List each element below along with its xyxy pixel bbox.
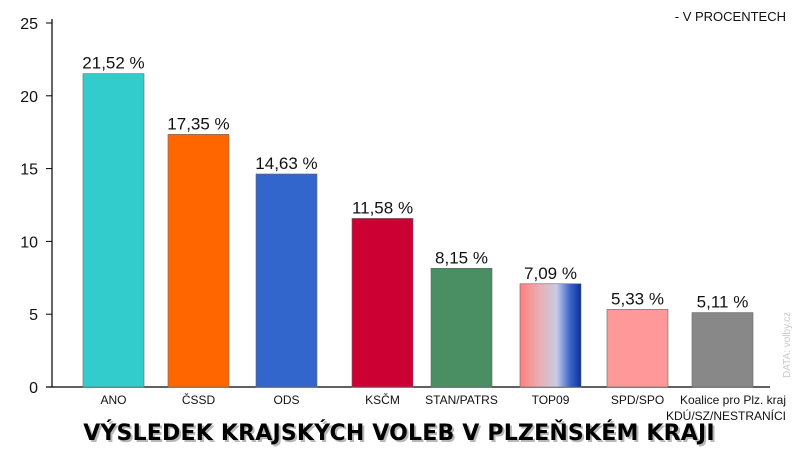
bar-spd-spo bbox=[606, 309, 669, 388]
value-label: 5,33 % bbox=[611, 289, 664, 308]
y-tick-label: 0 bbox=[29, 380, 38, 397]
category-label: STAN/PATRS bbox=[425, 393, 498, 407]
y-tick-label: 10 bbox=[20, 234, 38, 251]
unit-note: - V PROCENTECH bbox=[674, 9, 786, 24]
value-label: 21,52 % bbox=[82, 54, 144, 73]
source-note: DATA: volby.cz bbox=[782, 311, 793, 378]
value-label: 8,15 % bbox=[435, 248, 488, 267]
value-label: 17,35 % bbox=[167, 114, 229, 133]
y-tick-label: 20 bbox=[20, 89, 38, 106]
value-label: 11,58 % bbox=[352, 198, 413, 217]
bar-ano bbox=[82, 73, 145, 388]
value-label: 14,63 % bbox=[255, 154, 317, 173]
chart-title: VÝSLEDEK KRAJSKÝCH VOLEB V PLZEŇSKÉM KRA… bbox=[83, 421, 715, 446]
category-label: SPD/SPO bbox=[611, 393, 664, 407]
bar--ssd bbox=[167, 134, 230, 388]
bar-ks-m bbox=[351, 218, 414, 388]
category-label: Koalice pro Plz. kraj bbox=[680, 393, 786, 407]
bar-ods bbox=[255, 173, 318, 388]
bar-stan-patrs bbox=[430, 268, 493, 388]
category-label: ČSSD bbox=[182, 392, 216, 407]
category-label: KDÚ/SZ/NESTRANÍCI bbox=[666, 408, 786, 423]
category-label: KSČM bbox=[365, 392, 400, 407]
category-label: ODS bbox=[273, 393, 299, 407]
category-label: ANO bbox=[100, 393, 126, 407]
value-label: 5,11 % bbox=[697, 293, 749, 312]
bar-top09 bbox=[519, 283, 582, 388]
y-tick-label: 15 bbox=[20, 162, 38, 179]
y-tick-label: 5 bbox=[29, 307, 38, 324]
bar-koalice-pro-plz-kraj-kd-sz-nestran-ci bbox=[691, 312, 754, 388]
category-label: TOP09 bbox=[532, 393, 570, 407]
value-label: 7,09 % bbox=[524, 264, 577, 283]
y-tick-label: 25 bbox=[20, 16, 38, 33]
